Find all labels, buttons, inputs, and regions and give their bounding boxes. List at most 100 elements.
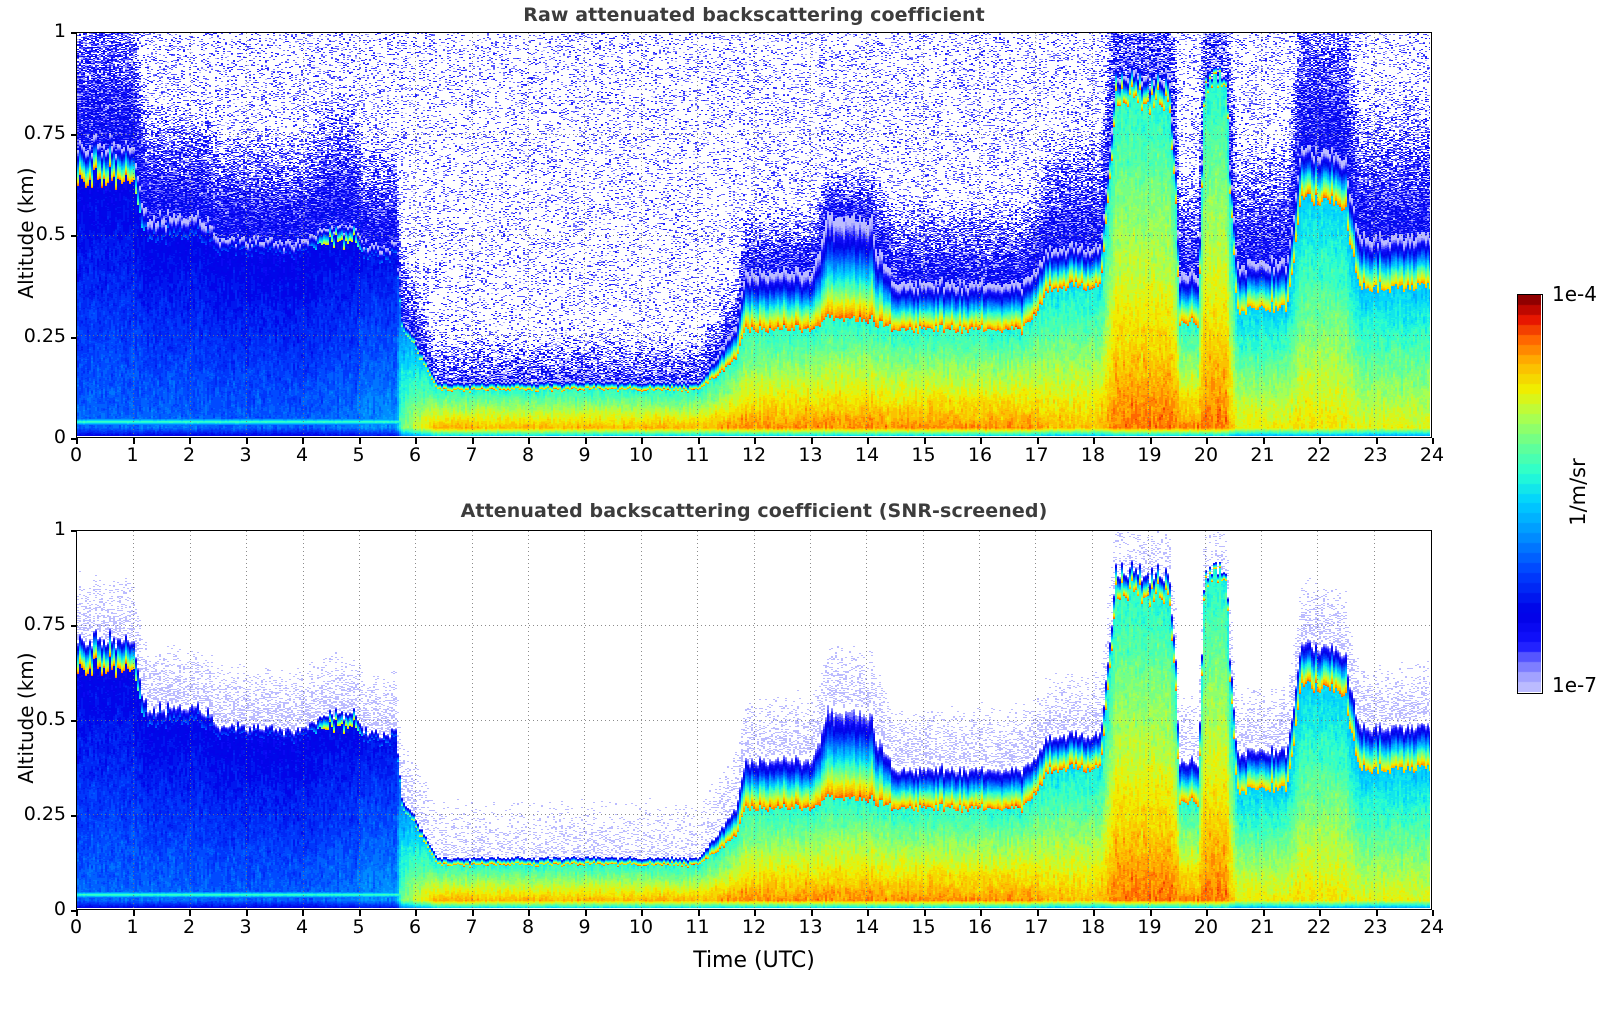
x-tick-label: 10 [628, 916, 654, 938]
x-tick-label: 11 [685, 444, 710, 466]
x-tick-mark [472, 910, 474, 916]
x-tick-mark [246, 438, 248, 444]
x-tick-mark [1263, 910, 1265, 916]
x-tick-label: 1 [126, 444, 139, 466]
x-tick-label: 4 [295, 916, 309, 938]
x-tick-label: 6 [408, 444, 422, 466]
x-tick-mark [302, 910, 304, 916]
x-tick-label: 8 [521, 444, 535, 466]
x-tick-mark [1376, 910, 1378, 916]
x-tick-label: 16 [967, 444, 993, 466]
x-tick-label: 3 [239, 444, 252, 466]
x-tick-mark [76, 438, 78, 444]
y-tick-mark [71, 625, 77, 627]
y-tick-mark [71, 910, 77, 912]
x-tick-label: 21 [1250, 444, 1275, 466]
x-tick-label: 20 [1193, 916, 1219, 938]
x-tick-mark [1206, 910, 1208, 916]
x-tick-mark [1150, 438, 1152, 444]
y-tick-label: 0.75 [23, 121, 66, 144]
colorbar-gradient [1518, 295, 1541, 692]
x-tick-label: 17 [1024, 916, 1049, 938]
x-tick-mark [246, 910, 248, 916]
panel-title-raw: Raw attenuated backscattering coefficien… [523, 4, 985, 26]
x-tick-label: 14 [854, 444, 880, 466]
y-tick-mark [71, 134, 77, 136]
x-tick-mark [359, 910, 361, 916]
x-tick-label: 15 [911, 916, 936, 938]
x-tick-mark [359, 438, 361, 444]
x-tick-mark [641, 910, 643, 916]
x-tick-mark [754, 438, 756, 444]
x-tick-label: 13 [798, 444, 823, 466]
y-tick-mark [71, 32, 77, 34]
plot-area-screened[interactable] [76, 530, 1432, 910]
x-tick-mark [1319, 910, 1321, 916]
x-tick-label: 14 [854, 916, 880, 938]
x-tick-mark [528, 438, 530, 444]
x-tick-mark [415, 910, 417, 916]
x-tick-label: 10 [628, 444, 654, 466]
x-tick-label: 24 [1419, 916, 1445, 938]
x-tick-mark [1093, 910, 1095, 916]
x-tick-label: 1 [126, 916, 139, 938]
x-tick-label: 5 [352, 444, 365, 466]
x-tick-mark [585, 438, 587, 444]
y-tick-label: 0.75 [23, 613, 66, 635]
x-tick-mark [1150, 910, 1152, 916]
x-tick-mark [189, 438, 191, 444]
x-tick-label: 18 [1080, 916, 1106, 938]
y-tick-mark [71, 235, 77, 237]
y-tick-mark [71, 815, 77, 817]
x-tick-label: 4 [295, 444, 309, 466]
x-tick-mark [698, 438, 700, 444]
x-tick-label: 15 [911, 444, 936, 466]
x-tick-mark [641, 438, 643, 444]
x-tick-label: 19 [1137, 916, 1162, 938]
x-tick-mark [811, 438, 813, 444]
x-tick-mark [1037, 438, 1039, 444]
y-tick-mark [71, 720, 77, 722]
y-tick-mark [71, 530, 77, 532]
y-tick-label: 0.25 [23, 324, 66, 347]
y-tick-label: 1 [53, 20, 66, 42]
heatmap-canvas-screened [77, 531, 1430, 908]
x-tick-label: 2 [182, 444, 196, 466]
x-tick-mark [698, 910, 700, 916]
y-tick-label: 0 [53, 426, 66, 448]
x-tick-label: 7 [465, 916, 478, 938]
x-tick-label: 3 [239, 916, 252, 938]
x-tick-label: 19 [1137, 444, 1162, 466]
x-tick-label: 13 [798, 916, 823, 938]
x-tick-label: 2 [182, 916, 196, 938]
y-tick-label: 0 [53, 898, 66, 920]
y-tick-mark [71, 438, 77, 440]
x-tick-label: 20 [1193, 444, 1219, 466]
x-tick-label: 23 [1363, 444, 1388, 466]
x-tick-mark [472, 438, 474, 444]
colorbar-unit-label: 1/m/sr [1566, 458, 1590, 526]
x-tick-label: 6 [408, 916, 422, 938]
colorbar[interactable] [1517, 294, 1543, 694]
x-tick-mark [1263, 438, 1265, 444]
x-tick-label: 18 [1080, 444, 1106, 466]
x-tick-label: 12 [741, 444, 767, 466]
x-tick-label: 21 [1250, 916, 1275, 938]
x-tick-mark [867, 910, 869, 916]
panel-title-screened: Attenuated backscattering coefficient (S… [460, 500, 1048, 522]
y-tick-label: 1 [53, 518, 66, 540]
y-tick-label: 0.5 [35, 708, 66, 730]
x-tick-mark [811, 910, 813, 916]
x-tick-mark [1093, 438, 1095, 444]
y-tick-mark [71, 337, 77, 339]
x-tick-mark [302, 438, 304, 444]
x-tick-mark [980, 438, 982, 444]
plot-area-raw[interactable] [76, 32, 1432, 438]
x-axis-label-time: Time (UTC) [693, 948, 815, 973]
x-tick-label: 5 [352, 916, 365, 938]
y-tick-label: 0.25 [23, 803, 66, 825]
x-tick-mark [1376, 438, 1378, 444]
x-tick-label: 8 [521, 916, 535, 938]
y-tick-label: 0.5 [35, 223, 66, 245]
